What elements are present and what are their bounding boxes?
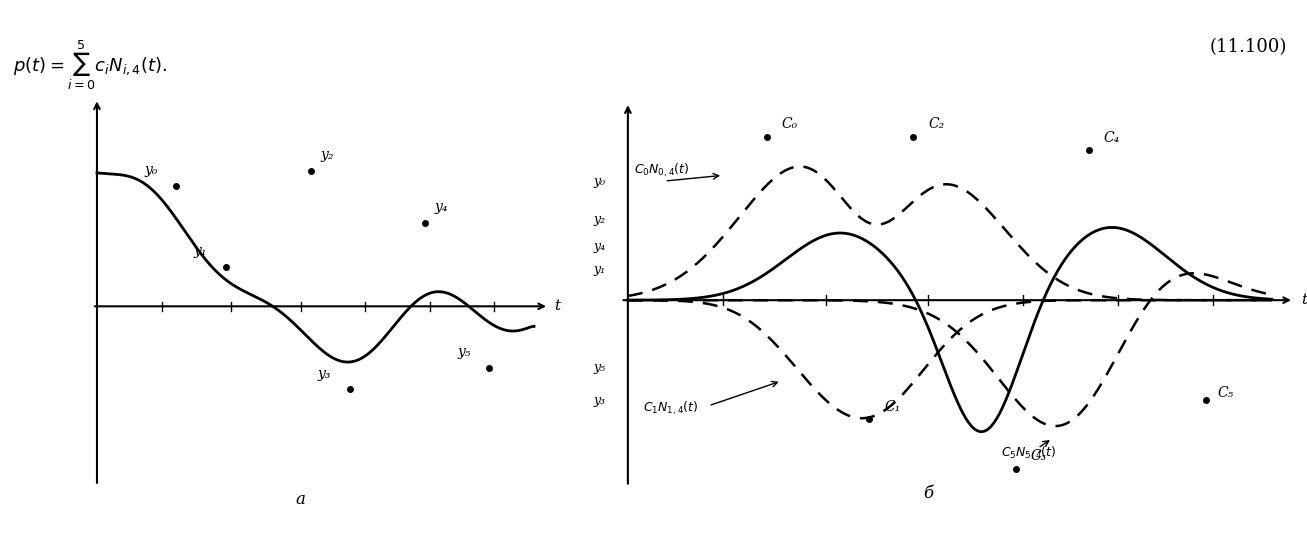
Text: б: б xyxy=(923,485,933,502)
Text: C₁: C₁ xyxy=(884,399,901,414)
Text: (11.100): (11.100) xyxy=(1210,38,1287,56)
Text: y₀: y₀ xyxy=(593,174,606,188)
Text: t: t xyxy=(1302,293,1307,307)
Text: y₁: y₁ xyxy=(193,244,208,258)
Text: y₃: y₃ xyxy=(593,394,606,406)
Text: $C_5 N_{5,4}(t)$: $C_5 N_{5,4}(t)$ xyxy=(1001,444,1057,462)
Text: y₅: y₅ xyxy=(593,361,606,374)
Text: C₂: C₂ xyxy=(928,117,944,131)
Text: C₀: C₀ xyxy=(782,117,797,131)
Text: C₃: C₃ xyxy=(1030,450,1047,463)
Text: y₃: y₃ xyxy=(318,366,332,381)
Text: y₀: y₀ xyxy=(144,163,158,177)
Text: a: a xyxy=(295,491,306,508)
Text: $C_0 N_{0,4}(t)$: $C_0 N_{0,4}(t)$ xyxy=(634,162,689,179)
Text: t: t xyxy=(554,299,559,313)
Text: y₂: y₂ xyxy=(320,148,335,162)
Text: $p(t) = \sum_{i=0}^{5} c_i N_{i,4}(t).$: $p(t) = \sum_{i=0}^{5} c_i N_{i,4}(t).$ xyxy=(13,38,167,92)
Text: y₄: y₄ xyxy=(435,200,448,214)
Text: y₅: y₅ xyxy=(457,345,471,359)
Text: C₄: C₄ xyxy=(1103,131,1120,144)
Text: y₂: y₂ xyxy=(593,213,606,226)
Text: y₁: y₁ xyxy=(593,263,606,276)
Text: $C_1 N_{1,4}(t)$: $C_1 N_{1,4}(t)$ xyxy=(643,400,698,417)
Text: C₅: C₅ xyxy=(1217,386,1234,400)
Text: y₄: y₄ xyxy=(593,240,606,253)
